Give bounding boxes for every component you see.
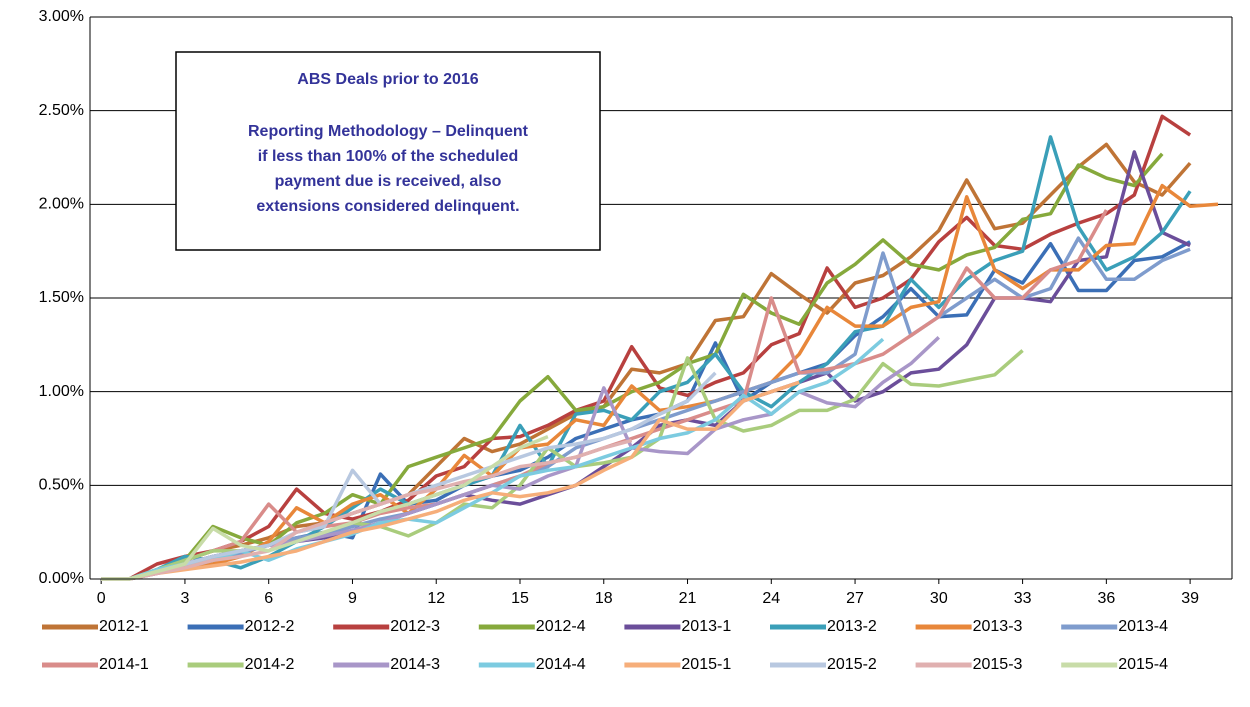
legend-label: 2015-1 (681, 656, 731, 673)
x-tick-label: 9 (348, 590, 357, 607)
legend-label: 2013-3 (973, 618, 1023, 635)
series-line (101, 438, 633, 581)
annotation-box (175, 51, 601, 251)
legend-label: 2014-2 (245, 656, 295, 673)
series-line (101, 434, 549, 581)
legend-label: 2014-1 (99, 656, 149, 673)
y-tick-label: 1.50% (39, 289, 84, 306)
x-tick-label: 30 (930, 590, 948, 607)
series-line (101, 337, 885, 581)
series-line (101, 380, 800, 581)
annotation-line: extensions considered delinquent. (256, 198, 519, 215)
x-tick-label: 39 (1181, 590, 1199, 607)
legend-label: 2013-1 (681, 618, 731, 635)
x-tick-label: 0 (97, 590, 106, 607)
legend-label: 2015-3 (973, 656, 1023, 673)
legend-label: 2013-2 (827, 618, 877, 635)
annotation-title: ABS Deals prior to 2016 (297, 71, 479, 88)
y-tick-label: 3.00% (39, 8, 84, 25)
annotation-line: payment due is received, also (275, 173, 502, 190)
y-tick-label: 2.50% (39, 102, 84, 119)
x-tick-label: 18 (595, 590, 613, 607)
annotation-line: if less than 100% of the scheduled (258, 148, 519, 165)
series-line (101, 183, 1219, 581)
y-tick-label: 0.00% (39, 570, 84, 587)
annotation-line: Reporting Methodology – Delinquent (248, 123, 529, 140)
legend-label: 2012-2 (245, 618, 295, 635)
legend-label: 2015-2 (827, 656, 877, 673)
x-tick-label: 12 (427, 590, 445, 607)
series-line (101, 209, 1108, 581)
x-tick-label: 6 (264, 590, 273, 607)
legend-label: 2014-4 (536, 656, 586, 673)
x-tick-label: 33 (1014, 590, 1032, 607)
series-line (101, 135, 1192, 581)
x-tick-label: 21 (679, 590, 697, 607)
legend-label: 2013-4 (1118, 618, 1168, 635)
legend-label: 2012-4 (536, 618, 586, 635)
legend-label: 2014-3 (390, 656, 440, 673)
series-line (101, 114, 1192, 581)
y-tick-label: 0.50% (39, 477, 84, 494)
x-tick-label: 3 (180, 590, 189, 607)
legend-label: 2015-4 (1118, 656, 1168, 673)
x-tick-label: 15 (511, 590, 529, 607)
x-tick-label: 36 (1097, 590, 1115, 607)
x-tick-label: 24 (762, 590, 780, 607)
y-tick-label: 1.00% (39, 383, 84, 400)
x-tick-label: 27 (846, 590, 864, 607)
y-tick-label: 2.00% (39, 196, 84, 213)
legend-label: 2012-3 (390, 618, 440, 635)
legend-label: 2012-1 (99, 618, 149, 635)
